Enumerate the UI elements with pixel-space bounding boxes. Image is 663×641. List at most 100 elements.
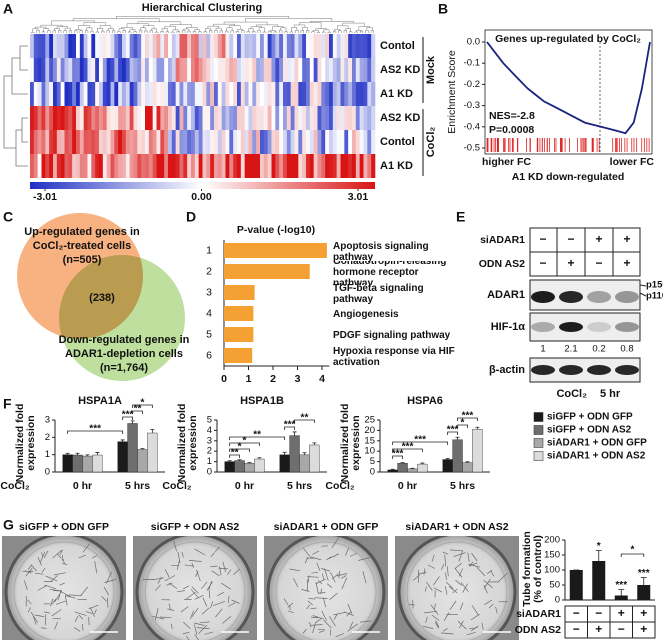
y-axis-label: Enrichment Score <box>446 50 458 134</box>
significance-bracket <box>229 454 240 458</box>
error-bar <box>65 452 70 455</box>
y-tick-label: -0.3 <box>464 100 480 111</box>
heatmap-cell <box>87 58 92 82</box>
heatmap-cell <box>53 154 58 178</box>
heatmap-cell <box>30 154 35 178</box>
dendrogram <box>149 30 153 33</box>
heatmap-cell <box>164 130 169 154</box>
heatmap-cell <box>248 34 253 58</box>
heatmap-cell <box>76 58 81 82</box>
colorbar-label: 3.01 <box>348 191 369 203</box>
heatmap-cell <box>76 154 81 178</box>
heatmap-cell <box>194 130 199 154</box>
heatmap-cell <box>244 34 249 58</box>
heatmap-cell <box>133 154 138 178</box>
heatmap-cell <box>313 34 318 58</box>
heatmap-cell <box>371 34 376 58</box>
heatmap-cell <box>221 82 226 106</box>
heatmap-cell <box>286 82 291 106</box>
y-tick-label: 4 <box>207 425 212 436</box>
significance-bracket <box>392 441 449 445</box>
panel-label: G <box>3 517 14 533</box>
bar <box>279 454 290 473</box>
significance: *** <box>615 580 627 591</box>
significance: *** <box>462 411 474 422</box>
x-axis-label: CoCl₂ <box>325 480 354 492</box>
heatmap-cell <box>141 154 146 178</box>
well-group <box>266 536 386 640</box>
y-tick-label: 100 <box>544 565 560 576</box>
dendrogram <box>322 31 326 33</box>
heatmap-cell <box>294 154 299 178</box>
heatmap-cell <box>37 82 42 106</box>
heatmap-cell <box>91 58 96 82</box>
heatmap-cell <box>248 130 253 154</box>
significance: ** <box>134 404 142 415</box>
heatmap-cell <box>187 154 192 178</box>
heatmap-cell <box>106 58 111 82</box>
heatmap-cell <box>202 154 207 178</box>
dendrogram <box>248 28 254 32</box>
heatmap-cell <box>325 130 330 154</box>
isoform-label: p110 <box>646 291 663 302</box>
heatmap-cell <box>352 58 357 82</box>
dendrogram <box>118 28 125 32</box>
legend-swatch <box>533 451 544 461</box>
heatmap-cell <box>214 34 219 58</box>
heatmap-cell <box>45 58 50 82</box>
heatmap-cell <box>340 154 345 178</box>
heatmap-cell <box>252 82 257 106</box>
heatmap-cell <box>363 130 368 154</box>
significance: * <box>631 545 635 556</box>
heatmap-cell <box>355 58 360 82</box>
heatmap-cell <box>348 130 353 154</box>
heatmap-cell <box>206 34 211 58</box>
dendrogram <box>75 29 82 31</box>
heatmap-cell <box>306 130 311 154</box>
legend-swatch <box>533 425 544 435</box>
heatmap-cell <box>348 154 353 178</box>
heatmap-cell <box>237 58 242 82</box>
significance-bracket <box>284 426 295 430</box>
heatmap-cell <box>118 34 123 58</box>
heatmap-cell <box>306 58 311 82</box>
heatmap-cell <box>252 58 257 82</box>
heatmap-cell <box>294 130 299 154</box>
heatmap-cell <box>290 130 295 154</box>
heatmap-cell <box>271 106 276 130</box>
y-tick-label: 50 <box>549 580 560 591</box>
band <box>615 322 639 332</box>
heatmap-cell <box>298 58 303 82</box>
band <box>587 365 611 375</box>
significance: *** <box>89 424 101 435</box>
dendrogram <box>90 30 94 33</box>
heatmap-cell <box>321 58 326 82</box>
heatmap-cell <box>72 58 77 82</box>
heatmap-cell <box>371 58 376 82</box>
heatmap-cell <box>148 34 153 58</box>
band-label: β-actin <box>489 364 525 376</box>
dendrogram <box>129 29 136 32</box>
heatmap-cell <box>240 82 245 106</box>
heatmap-cell <box>110 34 115 58</box>
quantification: 2.1 <box>564 344 577 355</box>
heatmap-cell <box>125 106 130 130</box>
heatmap-cell <box>371 154 376 178</box>
x-tick-label: 1 <box>246 373 252 385</box>
pathway-label-box: Hypoxia response via HIF activation <box>333 346 455 368</box>
heatmap-cell <box>198 82 203 106</box>
heatmap-cell <box>210 58 215 82</box>
significance: *** <box>122 410 134 421</box>
heatmap-cell <box>160 154 165 178</box>
heatmap-cell <box>191 130 196 154</box>
panel-label: A <box>3 1 13 17</box>
heatmap-cell <box>206 154 211 178</box>
tube-network <box>22 543 117 632</box>
heatmap-cell <box>332 154 337 178</box>
heatmap-cell <box>348 82 353 106</box>
sign: + <box>567 256 574 270</box>
significance-bracket <box>294 419 315 423</box>
pathway-label: Gonadotropin-releasing hormone receptor … <box>333 260 447 285</box>
significance-bracket <box>447 431 458 435</box>
